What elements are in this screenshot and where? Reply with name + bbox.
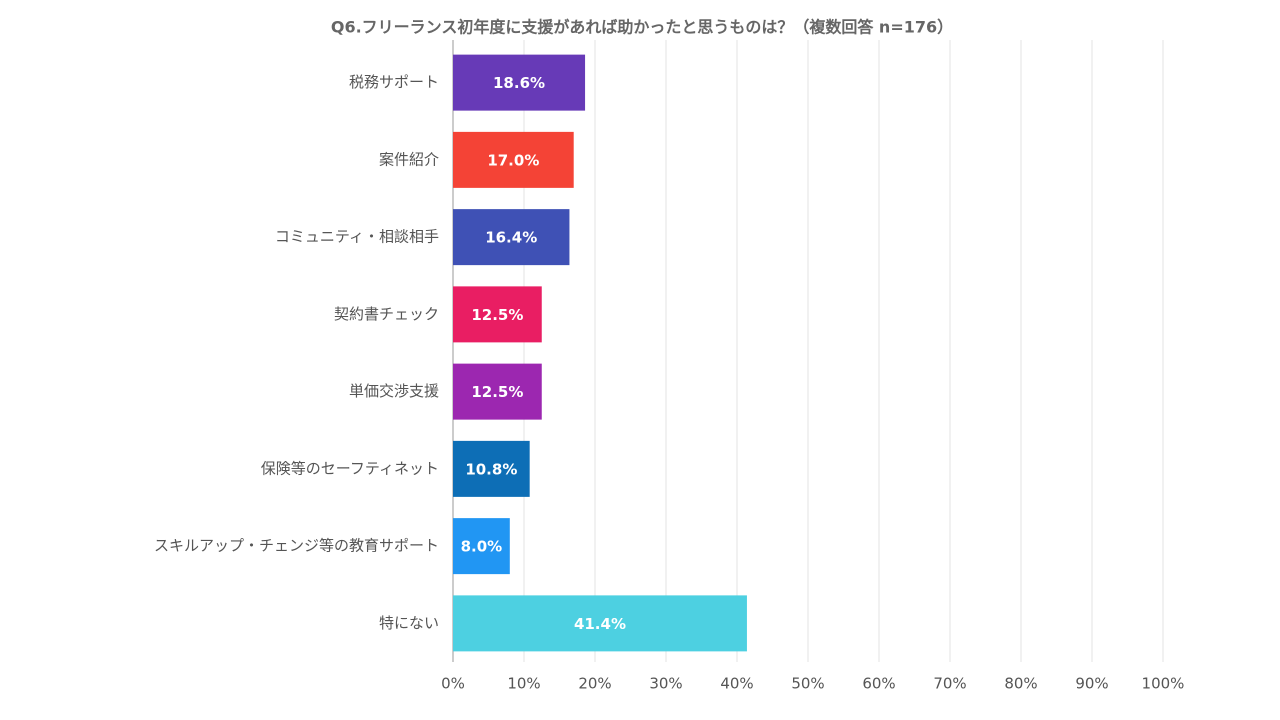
bar [453, 286, 542, 343]
y-tick-label: スキルアップ・チェンジ等の教育サポート [154, 537, 439, 555]
bar [453, 440, 530, 497]
value-label: 17.0% [487, 151, 539, 169]
chart-title: Q6.フリーランス初年度に支援があれば助かったと思うものは？（複数回答 n=17… [331, 18, 953, 37]
y-tick-label: コミュニティ・相談相手 [275, 228, 439, 246]
bar [453, 595, 747, 652]
bar [453, 209, 570, 266]
x-tick-label: 20% [578, 675, 611, 693]
y-tick-label: 単価交渉支援 [349, 382, 439, 400]
bar [453, 363, 542, 420]
x-tick-label: 0% [441, 675, 465, 693]
x-tick-label: 30% [649, 675, 682, 693]
value-label: 41.4% [574, 615, 626, 633]
x-tick-label: 40% [720, 675, 753, 693]
x-tick-label: 70% [933, 675, 966, 693]
y-tick-label: 案件紹介 [379, 150, 439, 168]
bar [453, 54, 586, 111]
y-tick-label: 特にない [379, 614, 439, 632]
x-tick-label: 80% [1004, 675, 1037, 693]
x-tick-label: 90% [1075, 675, 1108, 693]
value-label: 12.5% [471, 383, 523, 401]
value-label: 12.5% [471, 306, 523, 324]
x-tick-label: 10% [507, 675, 540, 693]
y-tick-label: 保険等のセーフティネット [261, 459, 439, 477]
value-label: 8.0% [461, 538, 503, 556]
y-tick-label: 税務サポート [349, 73, 439, 91]
value-label: 16.4% [485, 229, 537, 247]
x-tick-label: 60% [862, 675, 895, 693]
y-tick-label: 契約書チェック [334, 305, 439, 323]
value-label: 10.8% [465, 460, 517, 478]
value-label: 18.6% [493, 74, 545, 92]
x-tick-label: 100% [1142, 675, 1185, 693]
bar [453, 131, 574, 188]
bar [453, 518, 510, 575]
x-tick-label: 50% [791, 675, 824, 693]
